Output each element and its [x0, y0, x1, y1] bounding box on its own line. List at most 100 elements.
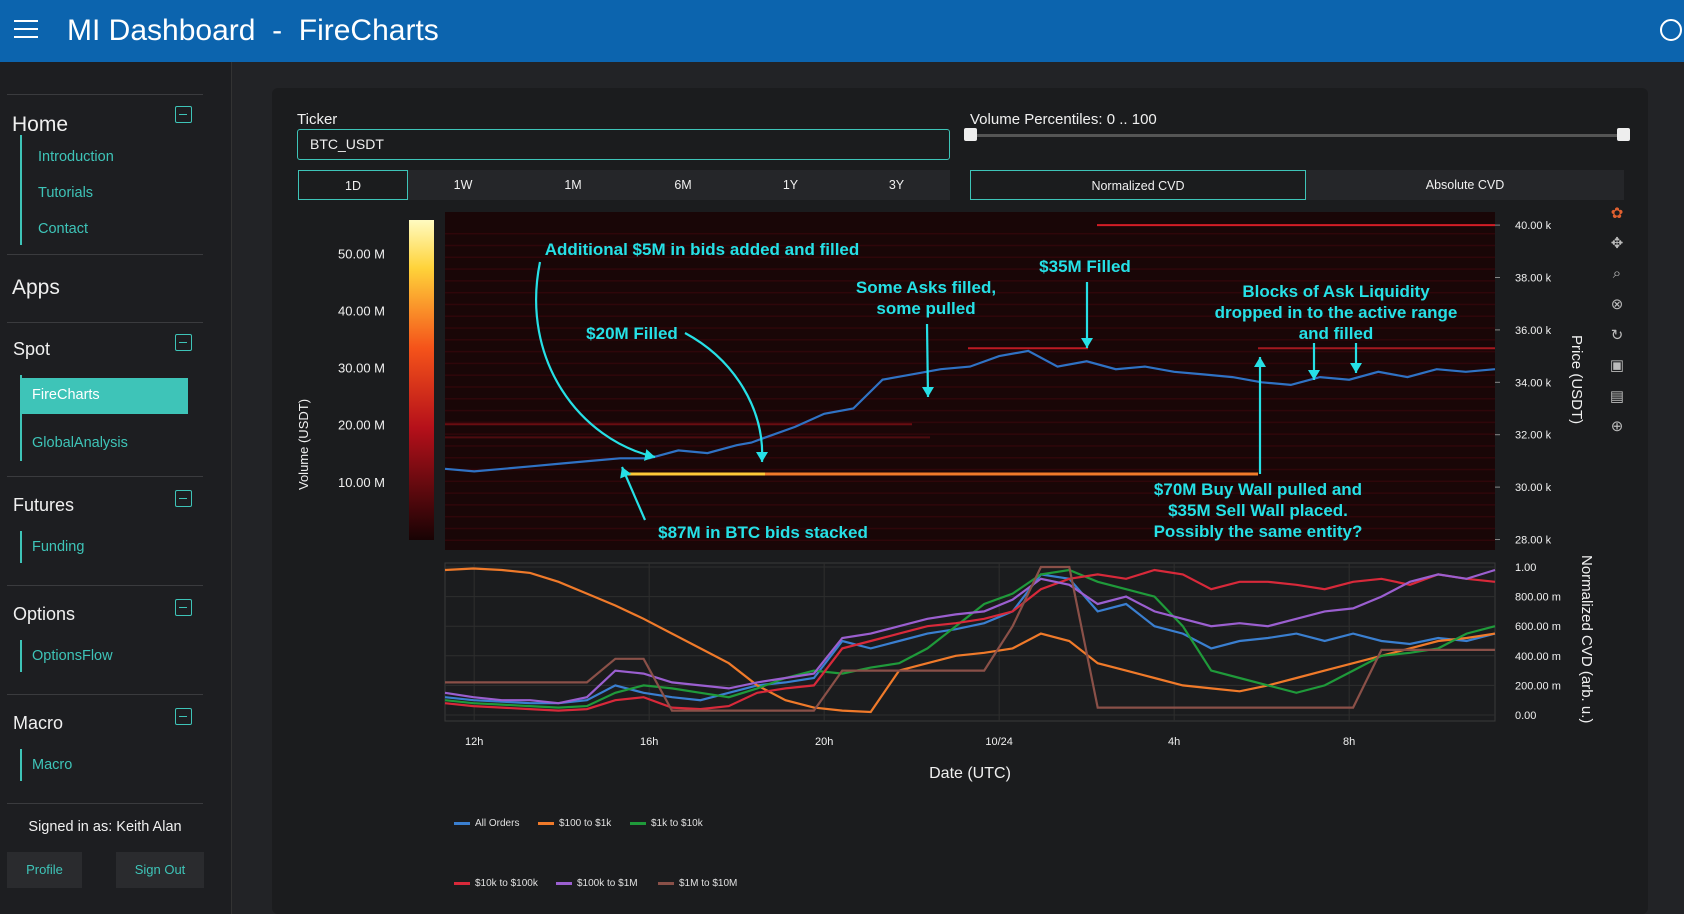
heatmap-band	[445, 244, 1495, 247]
spot-collapse-icon[interactable]	[175, 334, 192, 351]
nav-contact[interactable]: Contact	[38, 221, 88, 237]
zoom-icon[interactable]: ⌕	[1612, 265, 1622, 282]
heatmap-band	[445, 315, 1495, 317]
x-tick-label: 4h	[1168, 736, 1180, 748]
timeframe-1d[interactable]: 1D	[298, 170, 408, 200]
legend-item[interactable]: $1k to $10k	[630, 818, 703, 829]
plotly-logo-icon[interactable]: ✿	[1610, 205, 1624, 222]
menu-icon[interactable]	[14, 20, 38, 40]
legend-item[interactable]: $10k to $100k	[454, 878, 538, 889]
normalized-cvd-button[interactable]: Normalized CVD	[970, 170, 1306, 200]
volume-slider-max-handle[interactable]	[1617, 128, 1630, 141]
heatmap-band	[445, 398, 1495, 400]
chart-annotation: Additional $5M in bids added and filled	[545, 240, 860, 259]
futures-collapse-icon[interactable]	[175, 490, 192, 507]
legend-item[interactable]: $100 to $1k	[538, 818, 611, 829]
x-tick-label: 16h	[640, 736, 658, 748]
colorbar-tick-label: 10.00 M	[338, 475, 385, 490]
heatmap-band	[445, 232, 1495, 235]
options-section: Options OptionsFlow	[7, 585, 203, 695]
timeframe-3y[interactable]: 3Y	[843, 170, 950, 200]
heatmap-band	[445, 539, 1495, 542]
absolute-cvd-button[interactable]: Absolute CVD	[1306, 170, 1624, 200]
macro-section: Macro Macro	[7, 694, 203, 804]
legend-item[interactable]: $1M to $10M	[658, 878, 737, 889]
legend-item[interactable]: $100k to $1M	[556, 878, 638, 889]
nav-macro[interactable]: Macro	[32, 757, 73, 773]
chart-annotation: Possibly the same entity?	[1154, 522, 1363, 541]
legend-swatch	[538, 822, 554, 825]
cvd-axis-label: Normalized CVD (arb. u.)	[1578, 555, 1595, 723]
cvd-tick-label: 200.00 m	[1515, 680, 1561, 692]
heatmap-band	[445, 421, 1495, 424]
x-tick-label: 20h	[815, 736, 833, 748]
x-tick-label: 8h	[1343, 736, 1355, 748]
heatmap-band	[445, 527, 1495, 530]
heatmap-band	[445, 515, 1495, 518]
colorbar-tick-label: 50.00 M	[338, 246, 385, 261]
annotation-arrowhead	[1254, 357, 1266, 367]
volume-axis-label: Volume (USDT)	[296, 399, 311, 490]
timeframe-1w[interactable]: 1W	[408, 170, 518, 200]
chart-annotation: some pulled	[876, 299, 975, 318]
colorbar-tick-label: 20.00 M	[338, 418, 385, 433]
user-circle-icon[interactable]	[1660, 19, 1682, 41]
heatmap-band	[445, 433, 1495, 435]
heatmap-band	[445, 303, 1495, 306]
profile-button[interactable]: Profile	[7, 852, 82, 888]
signed-in-text: Signed in as: Keith Alan	[28, 819, 182, 835]
macro-nav-line	[20, 749, 22, 781]
futures-section: Futures Funding	[7, 476, 203, 586]
hover-icon[interactable]: ▤	[1609, 388, 1625, 405]
nav-firecharts[interactable]: FireCharts	[22, 378, 188, 414]
legend-label: All Orders	[475, 818, 520, 829]
legend-label: $100 to $1k	[559, 818, 612, 829]
legend-swatch	[454, 822, 470, 825]
crosshair-icon[interactable]: ⊕	[1610, 418, 1624, 435]
pan-icon[interactable]: ✥	[1610, 235, 1624, 252]
reset-icon[interactable]: ↻	[1610, 327, 1624, 344]
timeframe-1m[interactable]: 1M	[518, 170, 628, 200]
annotation-arrowhead	[922, 387, 934, 397]
heatmap-band	[445, 409, 1495, 412]
price-tick-label: 32.00 k	[1515, 430, 1552, 442]
volume-slider-track[interactable]	[970, 134, 1624, 137]
nav-tutorials[interactable]: Tutorials	[38, 185, 94, 201]
nav-optionsflow[interactable]: OptionsFlow	[32, 648, 113, 664]
volume-slider-min-handle[interactable]	[964, 128, 977, 141]
spot-nav-line	[20, 375, 22, 461]
sign-out-button[interactable]: Sign Out	[116, 852, 204, 888]
cvd-series-line	[444, 568, 1496, 712]
chart-annotation: Some Asks filled,	[856, 278, 996, 297]
cvd-tick-label: 0.00	[1515, 710, 1536, 722]
x-axis-label: Date (UTC)	[929, 765, 1011, 782]
options-title: Options	[13, 604, 76, 624]
timeframe-6m[interactable]: 6M	[628, 170, 738, 200]
heatmap-area[interactable]	[445, 212, 1495, 550]
nav-funding[interactable]: Funding	[32, 539, 85, 555]
timeframe-1y[interactable]: 1Y	[738, 170, 843, 200]
lasso-icon[interactable]: ⊗	[1610, 296, 1624, 313]
price-line	[444, 349, 1496, 473]
chart-annotation: $35M Filled	[1039, 257, 1131, 276]
price-axis-label: Price (USDT)	[1568, 335, 1585, 424]
macro-title: Macro	[13, 713, 64, 733]
nav-introduction[interactable]: Introduction	[38, 149, 114, 165]
options-collapse-icon[interactable]	[175, 599, 192, 616]
legend-swatch	[454, 882, 470, 885]
annotation-arrow	[535, 261, 656, 459]
legend-label: $100k to $1M	[577, 878, 638, 889]
nav-globalanalysis[interactable]: GlobalAnalysis	[32, 435, 128, 451]
legend-item[interactable]: All Orders	[454, 818, 519, 829]
annotation-arrowhead	[1308, 370, 1320, 380]
x-tick-label: 10/24	[985, 736, 1013, 748]
heatmap-band	[445, 456, 1495, 459]
annotation-arrow	[925, 323, 930, 398]
download-icon[interactable]: ▣	[1609, 357, 1625, 374]
home-collapse-icon[interactable]	[175, 106, 192, 123]
ticker-input[interactable]: BTC_USDT	[297, 129, 950, 160]
macro-collapse-icon[interactable]	[175, 708, 192, 725]
cvd-series-line	[444, 568, 1496, 705]
options-nav-line	[20, 640, 22, 672]
